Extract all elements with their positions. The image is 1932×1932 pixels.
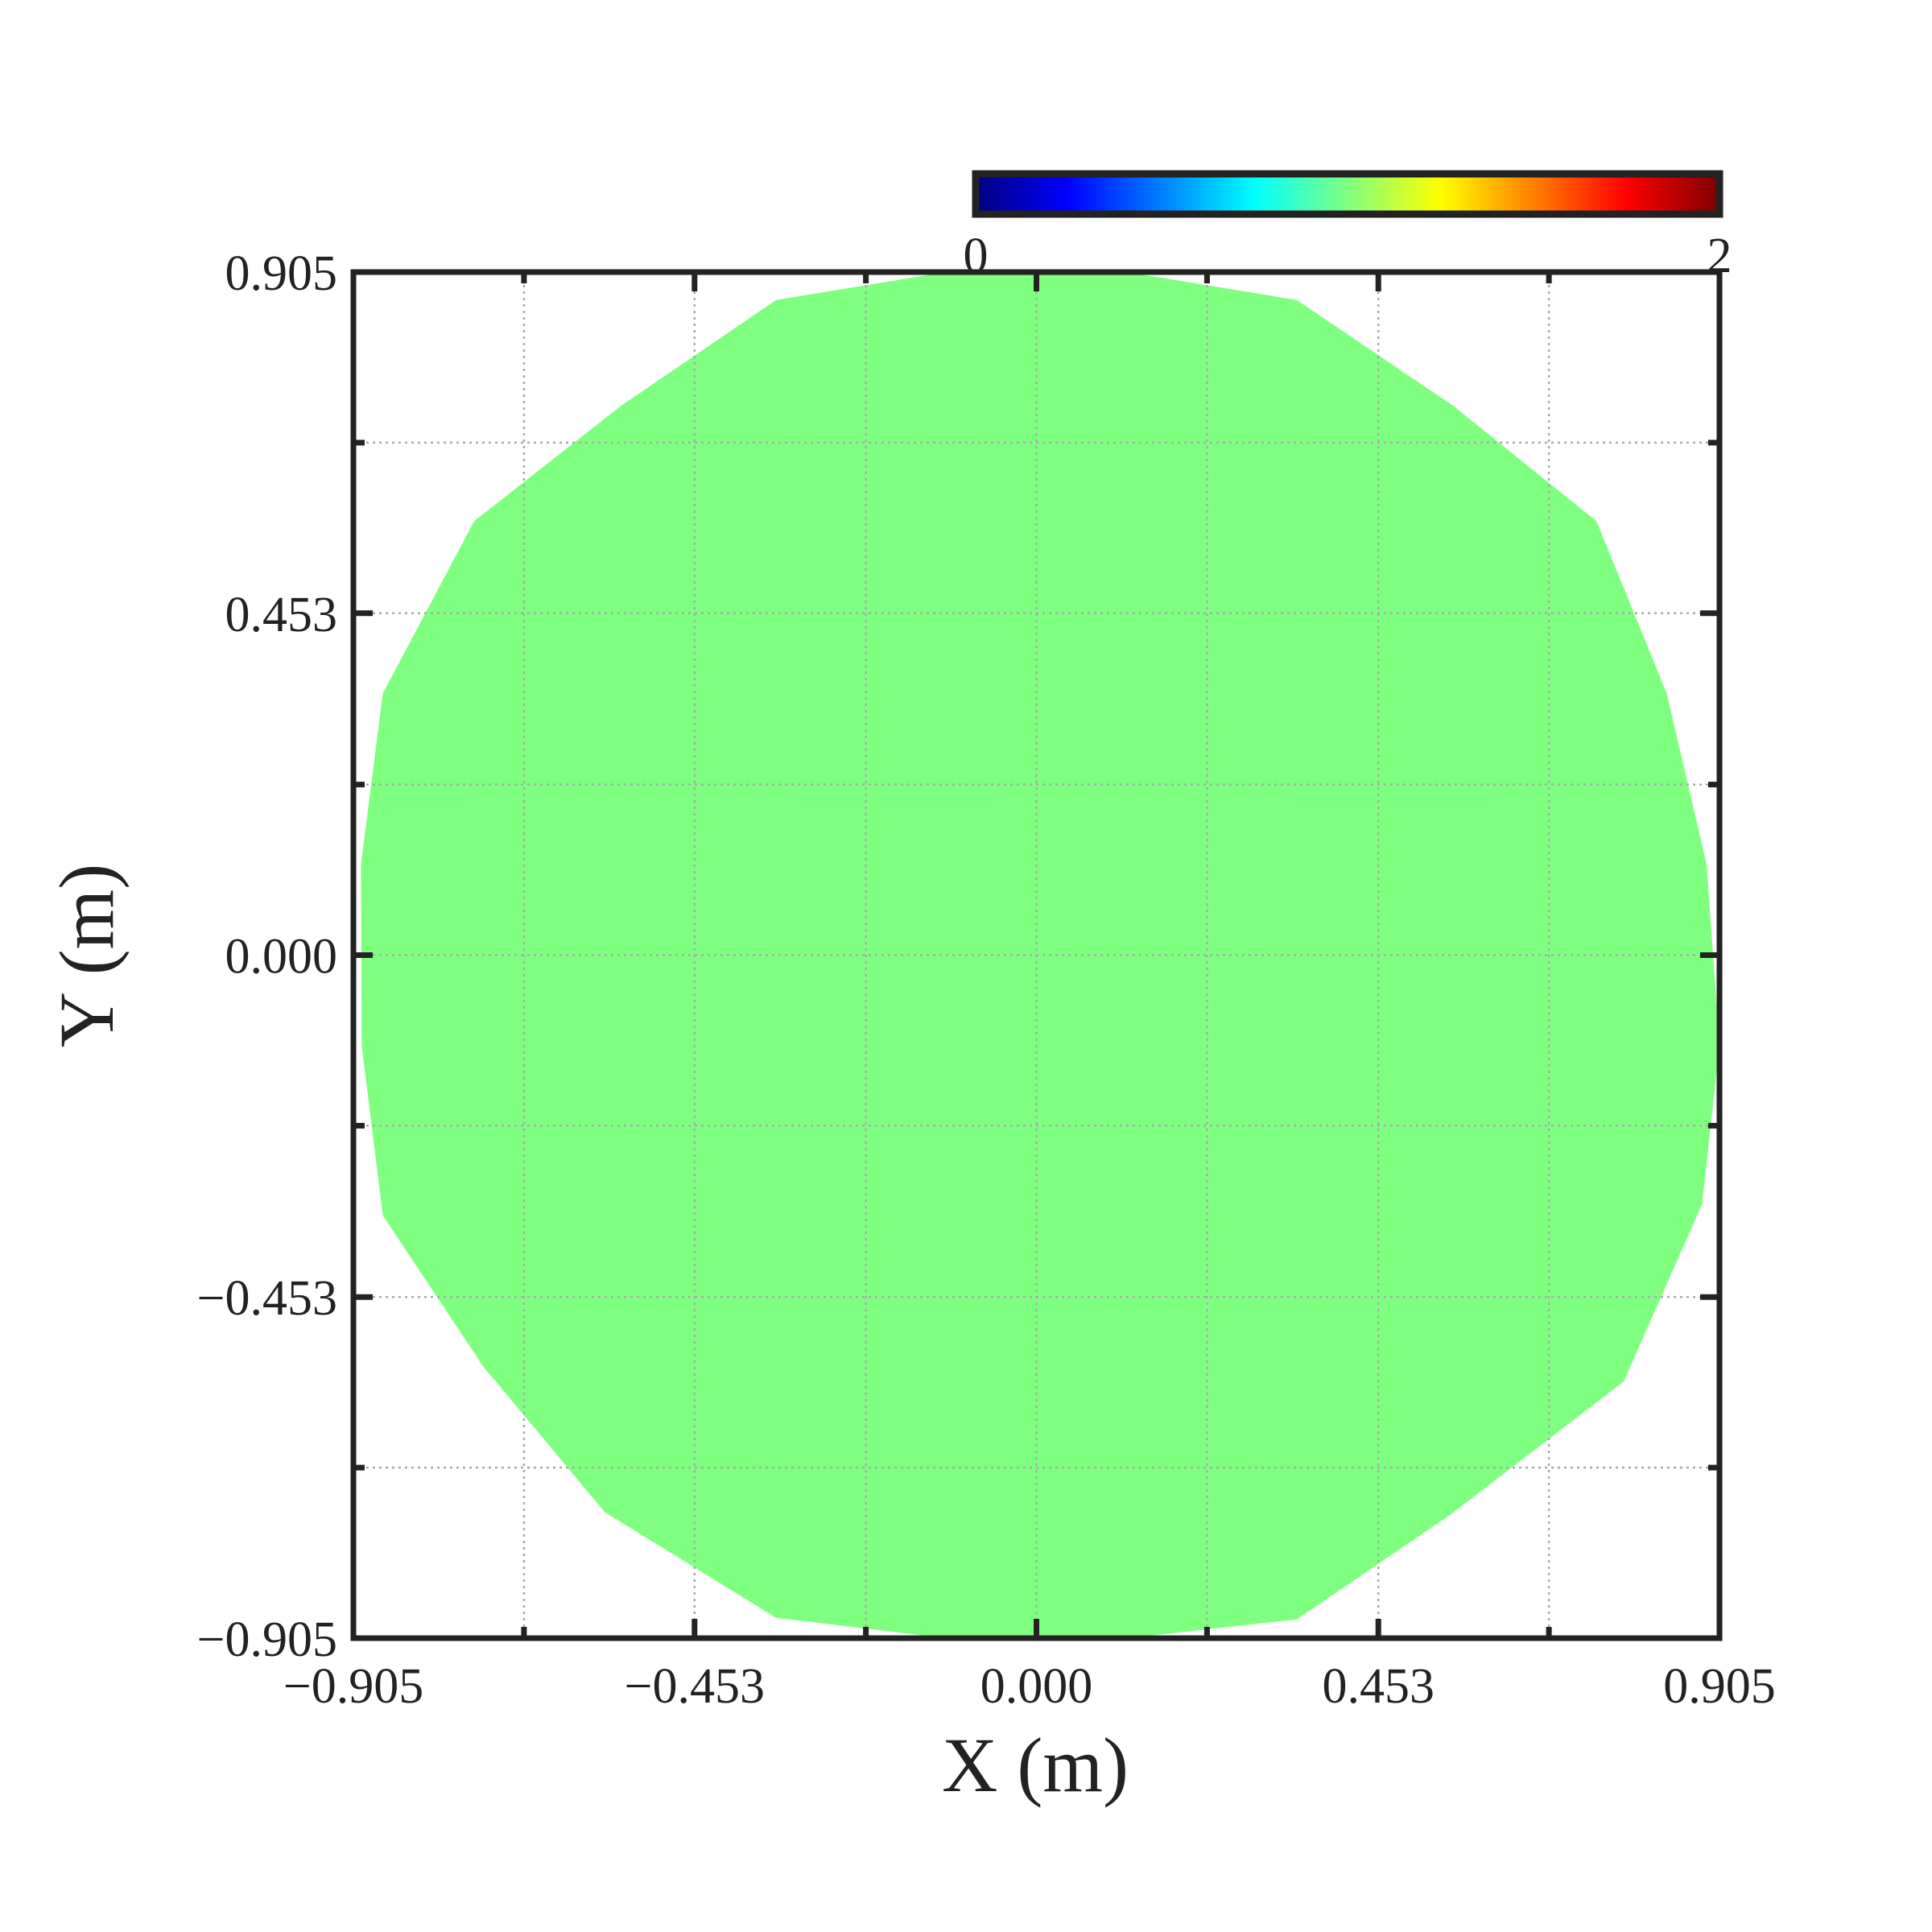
y-tick-label: −0.905 <box>197 1612 337 1667</box>
x-axis-label: X (m) <box>942 1722 1129 1808</box>
x-tick-label: 0.905 <box>1663 1659 1776 1714</box>
field-region <box>361 272 1719 1638</box>
colorbar-max-label: 2 <box>1707 229 1732 283</box>
x-tick-label: −0.453 <box>625 1659 765 1714</box>
grid <box>353 272 1719 1638</box>
y-tick-label: 0.000 <box>225 930 338 985</box>
ticks: −0.905 −0.453 0.000 0.453 0.905 −0.905 −0.453 0… <box>197 246 1776 1714</box>
colorbar-min-label: 0 <box>964 229 989 283</box>
y-tick-label: 0.905 <box>225 246 338 301</box>
y-tick-label: −0.453 <box>197 1271 337 1326</box>
colorbar: 0 2 <box>964 170 1732 283</box>
y-axis-label: Y (m) <box>43 864 130 1047</box>
x-tick-label: 0.000 <box>980 1659 1093 1714</box>
y-tick-label: 0.453 <box>225 588 338 642</box>
colorbar-gradient <box>972 170 1724 218</box>
x-tick-label: −0.905 <box>283 1659 423 1714</box>
x-tick-label: 0.453 <box>1322 1659 1435 1714</box>
